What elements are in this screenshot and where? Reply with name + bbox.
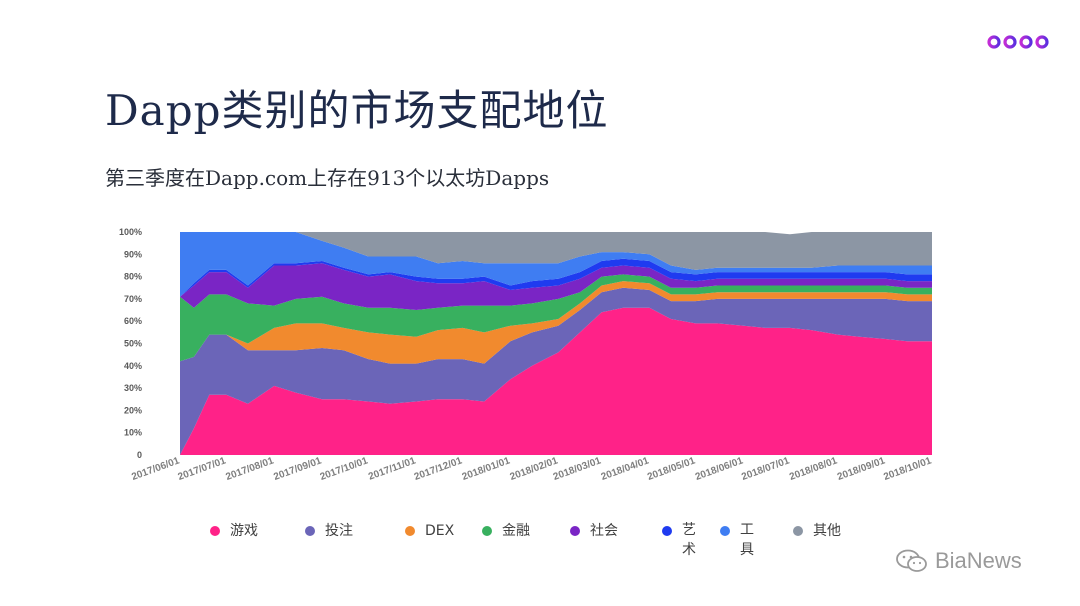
area-series-1 xyxy=(180,287,932,455)
legend-label: 游戏 xyxy=(230,523,258,539)
chart-areas xyxy=(180,232,932,455)
legend-item: 社会 xyxy=(570,520,618,542)
area-series-7 xyxy=(180,232,932,270)
legend-label: 金融 xyxy=(502,523,530,539)
x-tick-label: 2018/01/01 xyxy=(461,455,512,483)
y-tick-label: 10% xyxy=(124,428,142,438)
x-tick-label: 2017/09/01 xyxy=(272,455,323,483)
x-tick-label: 2018/02/01 xyxy=(509,455,560,483)
area-series-2 xyxy=(180,281,932,364)
legend-label: 投注 xyxy=(325,523,353,539)
x-tick-label: 2017/10/01 xyxy=(319,455,370,483)
area-series-5 xyxy=(180,258,932,297)
legend-label: 其他 xyxy=(813,523,841,539)
dapp-logo: dapp xyxy=(987,28,1049,53)
area-series-4 xyxy=(180,263,932,310)
x-tick-label: 2018/10/01 xyxy=(882,455,933,483)
x-tick-label: 2018/03/01 xyxy=(552,455,603,483)
y-tick-label: 90% xyxy=(124,249,142,259)
legend-item: 艺术 xyxy=(662,520,696,560)
legend-label: 工具 xyxy=(740,522,754,558)
area-series-0 xyxy=(180,307,932,455)
area-series-6 xyxy=(180,232,932,297)
y-tick-label: 0 xyxy=(137,450,142,460)
legend-item: 其他 xyxy=(793,520,841,542)
y-tick-label: 100% xyxy=(119,227,142,237)
x-axis-labels: 2017/06/012017/07/012017/08/012017/09/01… xyxy=(130,455,933,483)
page-subtitle: 第三季度在Dapp.com上存在913个以太坊Dapps xyxy=(105,166,550,190)
x-tick-label: 2018/07/01 xyxy=(740,455,791,483)
legend-label: 社会 xyxy=(590,523,618,539)
y-tick-label: 20% xyxy=(124,405,142,415)
legend-swatch xyxy=(570,526,580,536)
legend-swatch xyxy=(405,526,415,536)
legend-swatch xyxy=(793,526,803,536)
x-tick-label: 2017/11/01 xyxy=(367,455,418,482)
y-tick-label: 80% xyxy=(124,272,142,282)
x-tick-label: 2017/07/01 xyxy=(177,455,228,483)
legend-item: 工具 xyxy=(720,520,754,560)
x-tick-label: 2018/09/01 xyxy=(836,455,887,483)
legend-swatch xyxy=(482,526,492,536)
legend-label: DEX xyxy=(425,523,455,539)
legend-item: DEX xyxy=(405,520,454,542)
x-tick-label: 2017/12/01 xyxy=(413,455,464,483)
chart-legend: 游戏 投注 DEX 金融 社会 艺术 工具 其他 xyxy=(200,520,890,570)
x-tick-label: 2018/08/01 xyxy=(788,455,839,483)
legend-swatch xyxy=(210,526,220,536)
y-tick-label: 30% xyxy=(124,383,142,393)
watermark-text: BiaNews xyxy=(935,548,1022,573)
legend-swatch xyxy=(720,526,730,536)
legend-item: 投注 xyxy=(305,520,353,542)
area-series-3 xyxy=(180,274,932,362)
legend-item: 金融 xyxy=(482,520,530,542)
x-tick-label: 2017/08/01 xyxy=(224,455,275,483)
legend-item: 游戏 xyxy=(210,520,258,542)
legend-swatch xyxy=(305,526,315,536)
legend-label: 艺术 xyxy=(682,522,696,558)
y-tick-label: 60% xyxy=(124,316,142,326)
wechat-icon xyxy=(896,549,927,572)
watermark: BiaNews xyxy=(895,548,1022,574)
y-tick-label: 70% xyxy=(124,294,142,304)
y-tick-label: 50% xyxy=(124,339,142,349)
y-tick-label: 40% xyxy=(124,361,142,371)
x-tick-label: 2018/05/01 xyxy=(646,455,697,483)
x-tick-label: 2018/04/01 xyxy=(600,455,651,483)
x-tick-label: 2018/06/01 xyxy=(694,455,745,483)
legend-swatch xyxy=(662,526,672,536)
page-title: Dapp类别的市场支配地位 xyxy=(105,86,609,135)
y-axis-labels: 0 10% 20% 30% 40% 50% 60% 70% 80% 90% 100% xyxy=(119,227,142,460)
